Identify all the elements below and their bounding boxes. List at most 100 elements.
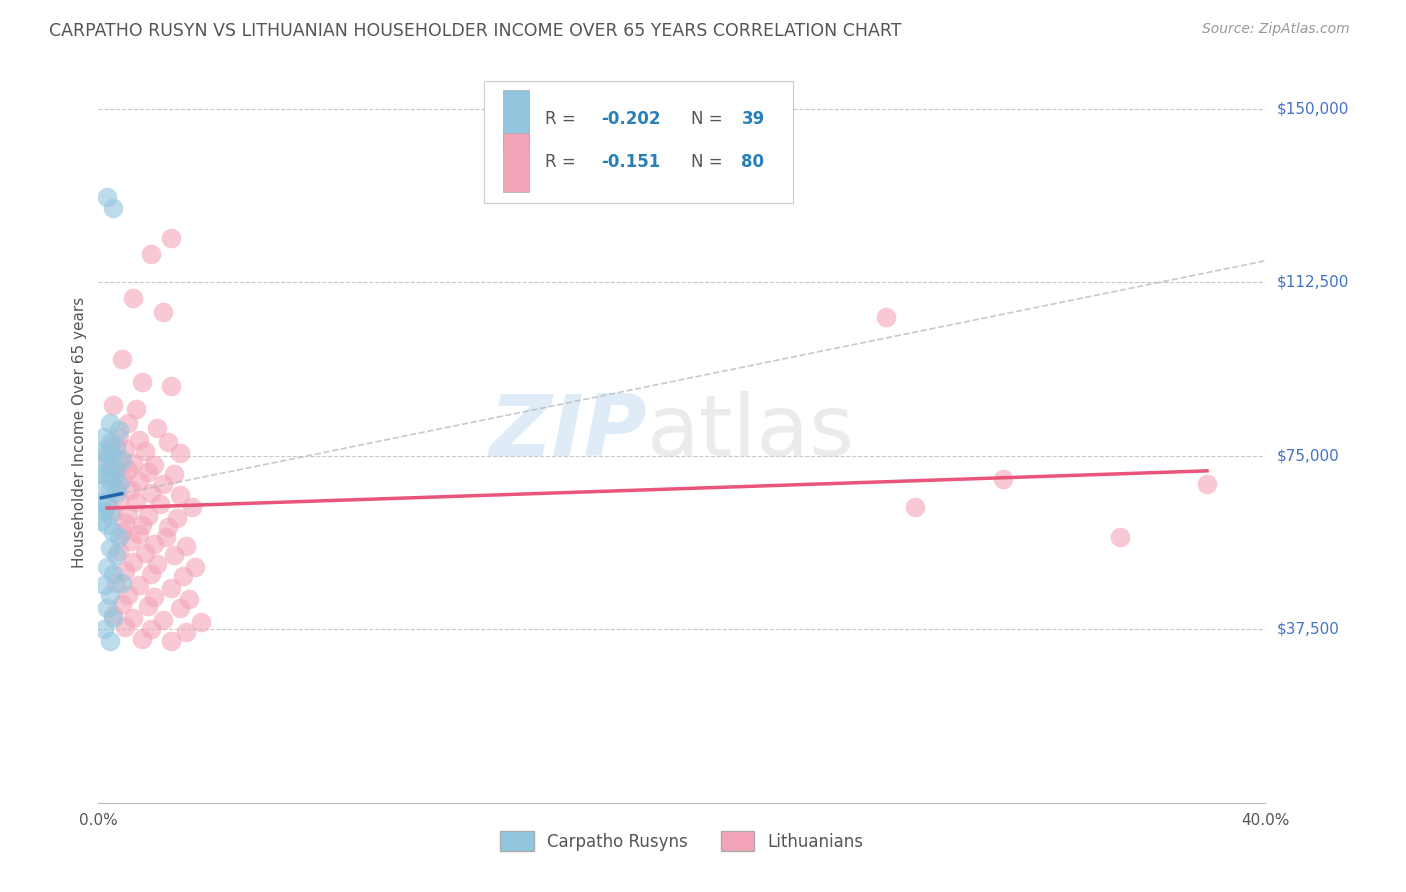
Point: [111, 597, 134, 611]
Point: [142, 590, 165, 604]
Point: [163, 467, 186, 482]
Point: [117, 588, 139, 602]
Point: [101, 610, 124, 624]
Point: [149, 497, 172, 511]
Point: [128, 474, 150, 488]
Point: [155, 530, 177, 544]
Text: $75,000: $75,000: [1277, 449, 1340, 463]
Text: N =: N =: [692, 153, 728, 171]
Point: [104, 576, 127, 591]
Point: [96, 446, 118, 460]
Point: [96, 469, 118, 483]
Point: [169, 488, 191, 502]
Point: [90, 495, 112, 509]
Point: [104, 462, 127, 476]
Bar: [503, 133, 529, 192]
Point: [136, 508, 159, 523]
Point: [104, 485, 127, 500]
Point: [136, 599, 159, 614]
Point: [98, 469, 121, 483]
Point: [142, 458, 165, 472]
Bar: [503, 90, 529, 149]
Text: Source: ZipAtlas.com: Source: ZipAtlas.com: [1202, 22, 1350, 37]
Point: [111, 576, 134, 591]
Point: [128, 527, 150, 541]
Point: [108, 476, 131, 491]
Point: [166, 511, 188, 525]
Text: -0.202: -0.202: [602, 111, 661, 128]
Point: [146, 421, 169, 435]
Point: [111, 472, 134, 486]
Point: [98, 417, 121, 431]
Point: [98, 588, 121, 602]
Point: [101, 525, 124, 540]
Point: [93, 430, 115, 444]
Point: [160, 231, 183, 245]
Legend: Carpatho Rusyns, Lithuanians: Carpatho Rusyns, Lithuanians: [494, 825, 870, 857]
Point: [160, 581, 183, 595]
Text: $150,000: $150,000: [1277, 101, 1348, 116]
Point: [122, 555, 145, 569]
FancyBboxPatch shape: [484, 81, 793, 203]
Text: N =: N =: [692, 111, 728, 128]
Point: [101, 608, 124, 623]
Point: [90, 514, 112, 528]
Point: [128, 433, 150, 447]
Point: [108, 453, 131, 467]
Point: [117, 507, 139, 521]
Point: [146, 558, 169, 572]
Point: [114, 516, 136, 530]
Point: [111, 453, 134, 467]
Point: [131, 632, 153, 646]
Point: [101, 398, 124, 412]
Point: [172, 569, 194, 583]
Point: [98, 434, 121, 449]
Point: [157, 434, 180, 449]
Text: 80: 80: [741, 153, 765, 171]
Point: [122, 456, 145, 470]
Point: [169, 601, 191, 615]
Point: [152, 476, 174, 491]
Point: [101, 449, 124, 463]
Point: [114, 442, 136, 456]
Point: [117, 462, 139, 476]
Text: $37,500: $37,500: [1277, 622, 1340, 637]
Point: [875, 310, 897, 324]
Point: [98, 507, 121, 521]
Point: [101, 472, 124, 486]
Point: [117, 417, 139, 431]
Point: [120, 534, 142, 549]
Point: [104, 440, 127, 454]
Point: [180, 500, 202, 514]
Point: [108, 430, 131, 444]
Point: [183, 559, 205, 574]
Point: [1195, 476, 1218, 491]
Point: [131, 518, 153, 533]
Point: [98, 460, 121, 475]
Point: [108, 543, 131, 558]
Point: [108, 423, 131, 437]
Point: [93, 578, 115, 592]
Point: [93, 458, 115, 472]
Point: [90, 467, 112, 482]
Point: [131, 375, 153, 389]
Point: [104, 481, 127, 495]
Point: [139, 247, 162, 261]
Point: [174, 624, 197, 639]
Point: [120, 483, 142, 498]
Point: [122, 610, 145, 624]
Text: CARPATHO RUSYN VS LITHUANIAN HOUSEHOLDER INCOME OVER 65 YEARS CORRELATION CHART: CARPATHO RUSYN VS LITHUANIAN HOUSEHOLDER…: [49, 22, 901, 40]
Point: [114, 620, 136, 634]
Point: [111, 351, 134, 366]
Point: [142, 536, 165, 550]
Point: [101, 201, 124, 215]
Point: [160, 633, 183, 648]
Point: [134, 546, 156, 560]
Point: [96, 451, 118, 466]
Point: [139, 566, 162, 581]
Point: [904, 500, 927, 514]
Point: [134, 444, 156, 458]
Point: [1108, 530, 1130, 544]
Point: [174, 539, 197, 553]
Point: [114, 565, 136, 579]
